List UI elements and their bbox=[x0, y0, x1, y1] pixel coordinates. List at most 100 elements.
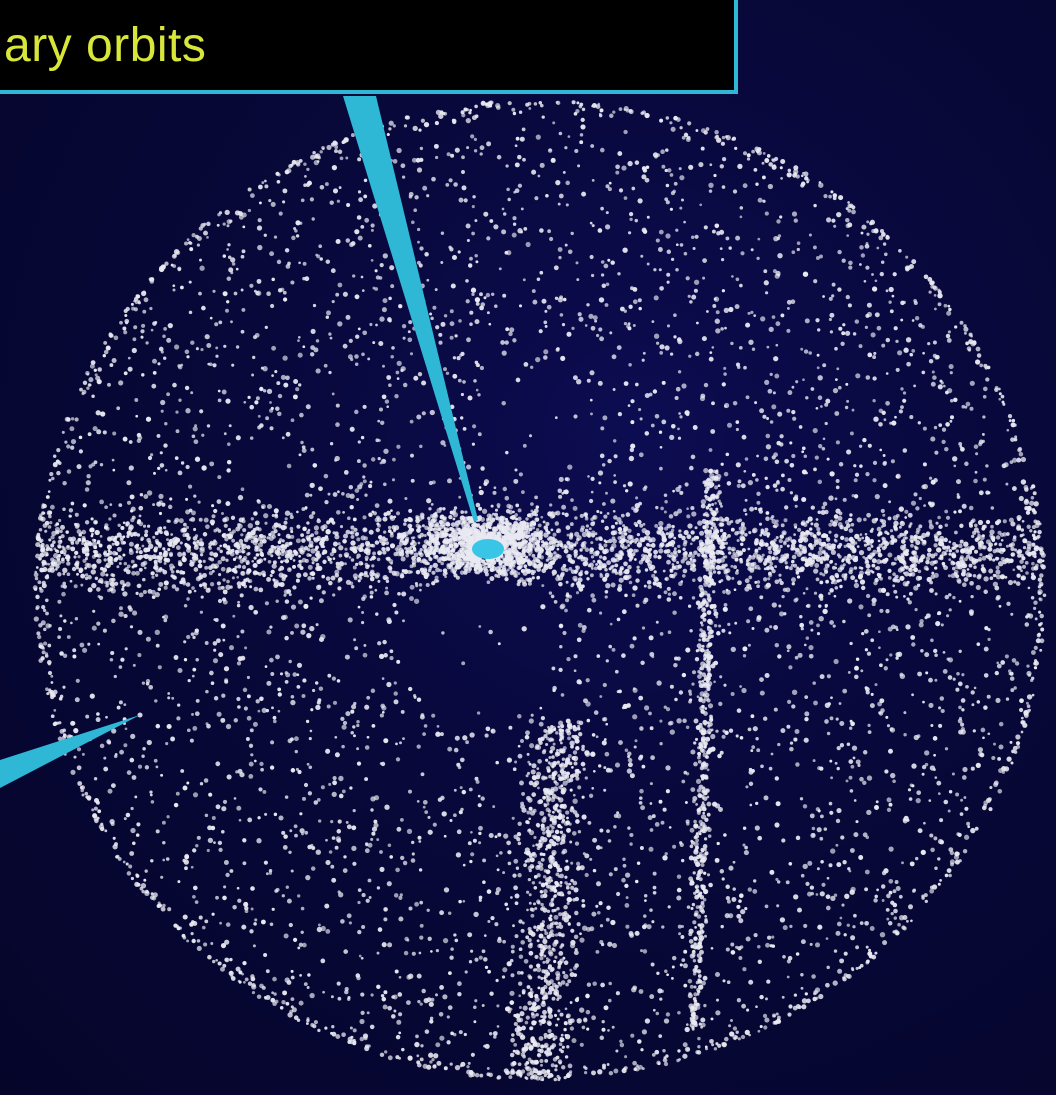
particle-dot bbox=[829, 716, 834, 721]
particle-dot bbox=[585, 678, 590, 683]
particle-dot bbox=[290, 975, 295, 980]
particle-dot bbox=[819, 891, 825, 897]
particle-dot bbox=[576, 278, 580, 282]
particle-dot bbox=[209, 316, 213, 320]
particle-dot bbox=[991, 755, 996, 761]
particle-dot bbox=[386, 881, 392, 887]
particle-dot bbox=[685, 819, 690, 824]
particle-dot bbox=[818, 604, 822, 608]
particle-dot bbox=[1024, 487, 1029, 492]
particle-dot bbox=[461, 155, 465, 160]
particle-dot bbox=[127, 605, 132, 610]
particle-dot bbox=[416, 800, 420, 803]
particle-dot bbox=[734, 621, 738, 625]
particle-dot bbox=[623, 381, 629, 386]
particle-dot bbox=[97, 367, 102, 372]
particle-dot bbox=[440, 231, 445, 235]
particle-dot bbox=[212, 959, 216, 964]
particle-dot bbox=[865, 313, 870, 318]
particle-dot bbox=[601, 740, 607, 746]
particle-dot bbox=[757, 197, 763, 203]
particle-dot bbox=[830, 190, 834, 194]
particle-dot bbox=[194, 456, 201, 462]
particle-dot bbox=[113, 754, 118, 759]
particle-dot bbox=[275, 887, 280, 892]
particle-dot bbox=[639, 754, 644, 759]
particle-dot bbox=[963, 796, 967, 799]
particle-dot bbox=[958, 441, 963, 446]
particle-dot bbox=[656, 971, 660, 975]
particle-dot bbox=[932, 340, 937, 345]
particle-dot bbox=[901, 861, 904, 865]
particle-dot bbox=[482, 858, 487, 863]
particle-dot bbox=[132, 663, 136, 667]
particle-dot bbox=[170, 263, 174, 267]
particle-dot bbox=[589, 221, 593, 225]
particle-dot bbox=[543, 320, 548, 325]
particle-dot bbox=[250, 753, 254, 757]
particle-dot bbox=[292, 559, 296, 562]
particle-dot bbox=[581, 899, 585, 903]
particle-dot bbox=[637, 1039, 642, 1044]
particle-dot bbox=[786, 306, 790, 310]
particle-dot bbox=[689, 629, 693, 633]
particle-dot bbox=[565, 598, 570, 603]
particle-dot bbox=[512, 767, 517, 772]
particle-dot bbox=[184, 854, 190, 860]
particle-dot bbox=[59, 651, 64, 656]
particle-dot bbox=[666, 973, 669, 977]
particle-dot bbox=[311, 217, 315, 221]
particle-dot bbox=[432, 822, 437, 827]
particle-dot bbox=[177, 470, 183, 476]
particle-dot bbox=[804, 717, 809, 722]
particle-dot bbox=[290, 699, 296, 706]
particle-dot bbox=[639, 796, 643, 800]
particle-dot bbox=[973, 478, 978, 484]
particle-dot bbox=[771, 935, 775, 939]
particle-dot bbox=[357, 929, 362, 935]
particle-dot bbox=[315, 849, 321, 855]
particle-dot bbox=[647, 585, 652, 589]
particle-dot bbox=[730, 950, 736, 955]
particle-dot bbox=[473, 911, 479, 918]
particle-dot bbox=[256, 278, 262, 284]
particle-dot bbox=[369, 576, 375, 582]
particle-dot bbox=[854, 674, 859, 680]
particle-dot bbox=[495, 891, 500, 896]
particle-dot bbox=[562, 170, 566, 174]
particle-dot bbox=[446, 1015, 450, 1019]
particle-dot bbox=[876, 888, 879, 892]
particle-dot bbox=[496, 868, 500, 872]
particle-dot bbox=[945, 422, 950, 427]
particle-dot bbox=[903, 711, 907, 715]
particle-dot bbox=[1013, 750, 1018, 754]
particle-dot bbox=[501, 400, 506, 406]
particle-dot bbox=[944, 747, 949, 751]
particle-dot bbox=[651, 814, 656, 819]
particle-dot bbox=[206, 343, 212, 348]
particle-dot bbox=[193, 630, 199, 636]
particle-dot bbox=[340, 716, 345, 722]
particle-dot bbox=[184, 349, 190, 355]
particle-dot bbox=[776, 880, 781, 884]
particle-dot bbox=[140, 329, 145, 334]
particle-dot bbox=[965, 341, 969, 346]
particle-dot bbox=[77, 781, 83, 786]
particle-dot bbox=[831, 218, 836, 223]
particle-dot bbox=[777, 253, 783, 259]
particle-dot bbox=[823, 194, 828, 199]
particle-dot bbox=[157, 362, 161, 366]
particle-dot bbox=[62, 653, 68, 658]
particle-dot bbox=[667, 630, 672, 635]
particle-dot bbox=[606, 1063, 610, 1066]
particle-dot bbox=[686, 514, 691, 519]
particle-dot bbox=[599, 1035, 605, 1041]
particle-dot bbox=[440, 795, 445, 801]
particle-dot bbox=[800, 873, 805, 878]
particle-dot bbox=[984, 626, 989, 631]
particle-dot bbox=[249, 585, 253, 589]
particle-dot bbox=[91, 625, 97, 631]
particle-dot bbox=[626, 703, 631, 708]
particle-dot bbox=[767, 183, 774, 190]
particle-dot bbox=[472, 195, 476, 199]
